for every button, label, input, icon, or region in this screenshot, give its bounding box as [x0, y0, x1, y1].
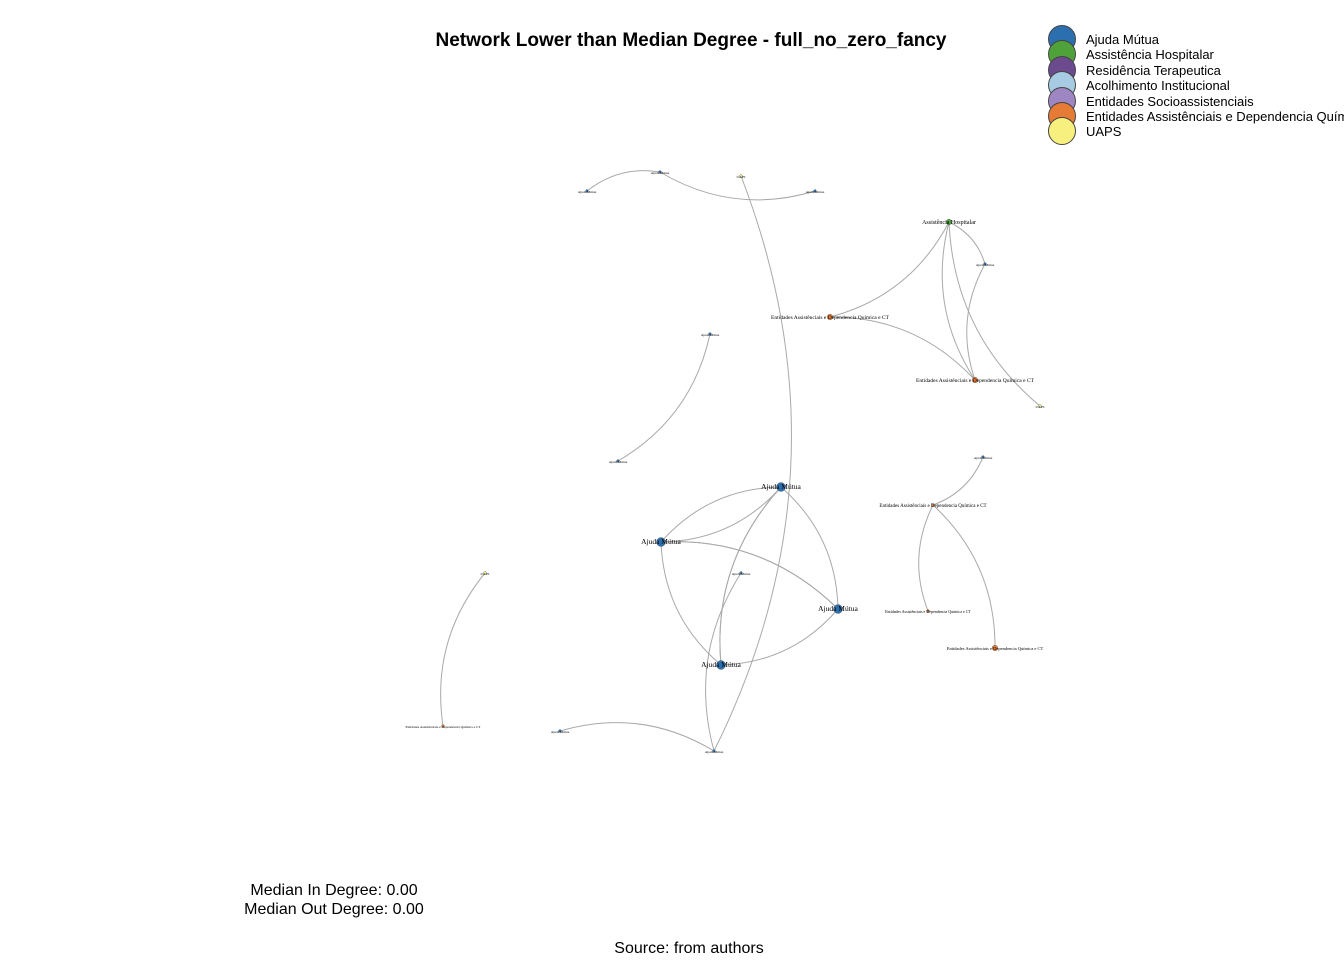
edge	[661, 487, 781, 542]
edge	[587, 171, 660, 191]
legend-label: Entidades Assistênciais e Dependencia Qu…	[1086, 109, 1344, 124]
legend-label: UAPS	[1086, 124, 1121, 139]
legend-label: Acolhimento Institucional	[1086, 78, 1230, 93]
node-label: Ajuda Mútua	[651, 171, 670, 175]
node-label: UAPS	[737, 175, 746, 179]
legend-label: Ajuda Mútua	[1086, 32, 1159, 47]
edge	[933, 457, 983, 505]
edge	[949, 222, 985, 264]
node-label: Ajuda Mútua	[705, 750, 724, 754]
node-label: Entidades Assistênciais e Dependencia Qu…	[405, 725, 481, 729]
edge	[560, 723, 714, 751]
node-label: Ajuda Mútua	[701, 660, 741, 669]
edge	[781, 487, 838, 609]
legend-label: Assistência Hospitalar	[1086, 47, 1214, 62]
node-label: Ajuda Mútua	[551, 730, 570, 734]
node-label: UAPS	[1036, 405, 1045, 409]
node-label: Entidades Assistênciais e Dependencia Qu…	[885, 609, 971, 614]
source-note: Source: from authors	[0, 940, 1344, 958]
node-label: Ajuda Mútua	[732, 572, 751, 576]
node-label: Ajuda Mútua	[974, 456, 993, 460]
node-label: Ajuda Mútua	[641, 537, 681, 546]
legend-label: Entidades Socioassistenciais	[1086, 94, 1254, 109]
node-label: Entidades Assistênciais e Dependencia Qu…	[947, 646, 1044, 651]
median-in-degree: Median In Degree: 0.00	[234, 881, 434, 900]
edge	[933, 505, 995, 648]
median-out-degree: Median Out Degree: 0.00	[234, 900, 434, 919]
node-label: Ajuda Mútua	[976, 263, 995, 267]
edge	[618, 334, 710, 461]
edge	[721, 609, 838, 665]
edge	[967, 264, 985, 380]
node-label: Ajuda Mútua	[806, 190, 825, 194]
node-label: Entidades Assistênciais e Dependencia Qu…	[771, 315, 890, 321]
node-label: Ajuda Mútua	[818, 604, 858, 613]
edge	[720, 487, 781, 665]
edge	[830, 317, 975, 380]
node-label: Entidades Assistênciais e Dependencia Qu…	[879, 504, 986, 509]
node-label: Ajuda Mútua	[578, 190, 597, 194]
node-label: Entidades Assistênciais e Dependencia Qu…	[916, 378, 1035, 384]
edge	[661, 542, 721, 665]
node-label: Ajuda Mútua	[609, 460, 628, 464]
node-label: Assistência Hospitalar	[922, 220, 976, 226]
edge	[661, 487, 781, 542]
edge	[919, 505, 933, 611]
nodes: Ajuda Mútua Ajuda Mútua Ajuda Mútua Ajuda M…	[405, 171, 1044, 754]
node-label: Ajuda Mútua	[701, 333, 720, 337]
node-label: UAPS	[481, 572, 490, 576]
edge	[441, 573, 485, 726]
legend-label: Residência Terapeutica	[1086, 63, 1221, 78]
node-label: Ajuda Mútua	[761, 482, 801, 491]
edge	[830, 222, 949, 317]
degree-stats: Median In Degree: 0.00 Median Out Degree…	[234, 881, 434, 919]
